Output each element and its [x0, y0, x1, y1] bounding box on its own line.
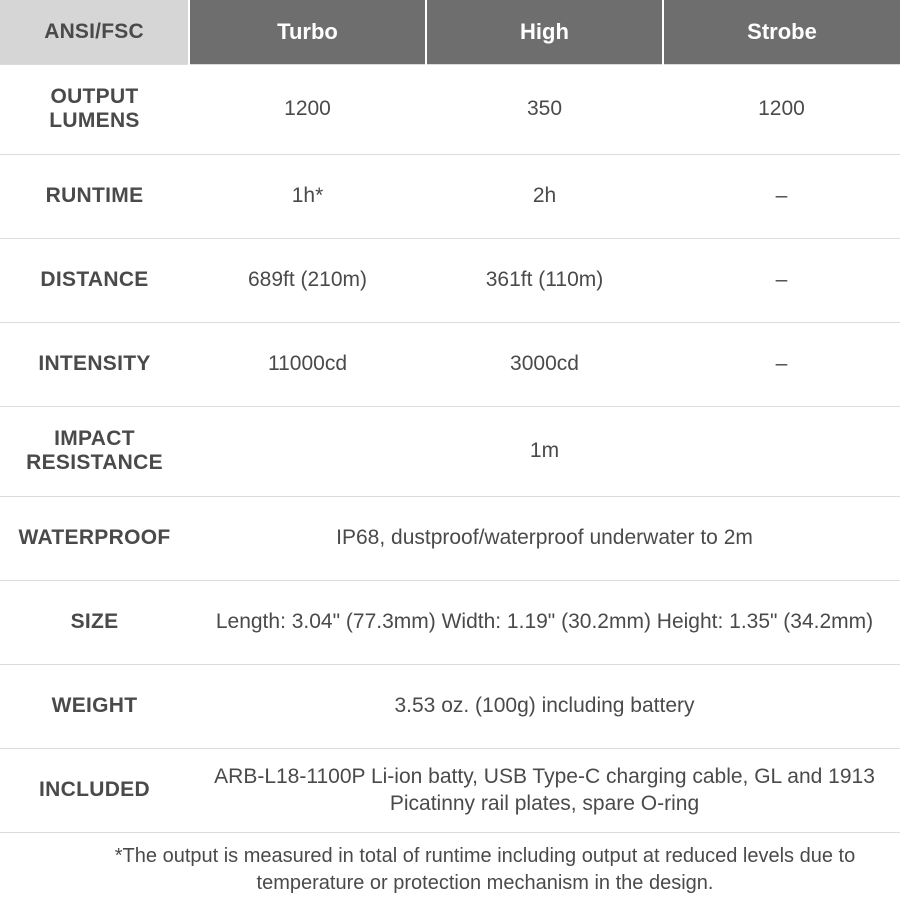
header-corner: ANSI/FSC — [0, 0, 189, 64]
cell-value: 11000cd — [189, 322, 426, 406]
row-label: IMPACTRESISTANCE — [0, 406, 189, 496]
row-label: DISTANCE — [0, 238, 189, 322]
cell-value: 1h* — [189, 154, 426, 238]
table-row: INTENSITY11000cd3000cd– — [0, 322, 900, 406]
table-header-row: ANSI/FSC Turbo High Strobe — [0, 0, 900, 64]
cell-value: 350 — [426, 64, 663, 154]
cell-value-span: Length: 3.04" (77.3mm) Width: 1.19" (30.… — [189, 580, 900, 664]
cell-value: 361ft (110m) — [426, 238, 663, 322]
table-row: OUTPUTLUMENS12003501200 — [0, 64, 900, 154]
row-label: WATERPROOF — [0, 496, 189, 580]
cell-value: – — [663, 322, 900, 406]
table-row: WEIGHT3.53 oz. (100g) including battery — [0, 664, 900, 748]
cell-value: 1200 — [189, 64, 426, 154]
table-row: SIZELength: 3.04" (77.3mm) Width: 1.19" … — [0, 580, 900, 664]
cell-value: 2h — [426, 154, 663, 238]
cell-value: – — [663, 238, 900, 322]
row-label: INTENSITY — [0, 322, 189, 406]
cell-value: 689ft (210m) — [189, 238, 426, 322]
row-label: RUNTIME — [0, 154, 189, 238]
cell-value-span: 1m — [189, 406, 900, 496]
table-row: INCLUDEDARB-L18-1100P Li-ion batty, USB … — [0, 748, 900, 832]
table-row: DISTANCE689ft (210m)361ft (110m)– — [0, 238, 900, 322]
header-mode-high: High — [426, 0, 663, 64]
cell-value: 1200 — [663, 64, 900, 154]
header-mode-strobe: Strobe — [663, 0, 900, 64]
cell-value: 3000cd — [426, 322, 663, 406]
cell-value-span: IP68, dustproof/waterproof underwater to… — [189, 496, 900, 580]
row-label: OUTPUTLUMENS — [0, 64, 189, 154]
header-mode-turbo: Turbo — [189, 0, 426, 64]
footnote-text: *The output is measured in total of runt… — [0, 833, 900, 897]
cell-value: – — [663, 154, 900, 238]
table-row: WATERPROOFIP68, dustproof/waterproof und… — [0, 496, 900, 580]
spec-table-body: OUTPUTLUMENS12003501200RUNTIME1h*2h–DIST… — [0, 64, 900, 832]
row-label: INCLUDED — [0, 748, 189, 832]
row-label: SIZE — [0, 580, 189, 664]
table-row: IMPACTRESISTANCE1m — [0, 406, 900, 496]
cell-value-span: ARB-L18-1100P Li-ion batty, USB Type-C c… — [189, 748, 900, 832]
cell-value-span: 3.53 oz. (100g) including battery — [189, 664, 900, 748]
spec-table: ANSI/FSC Turbo High Strobe OUTPUTLUMENS1… — [0, 0, 900, 833]
table-row: RUNTIME1h*2h– — [0, 154, 900, 238]
row-label: WEIGHT — [0, 664, 189, 748]
